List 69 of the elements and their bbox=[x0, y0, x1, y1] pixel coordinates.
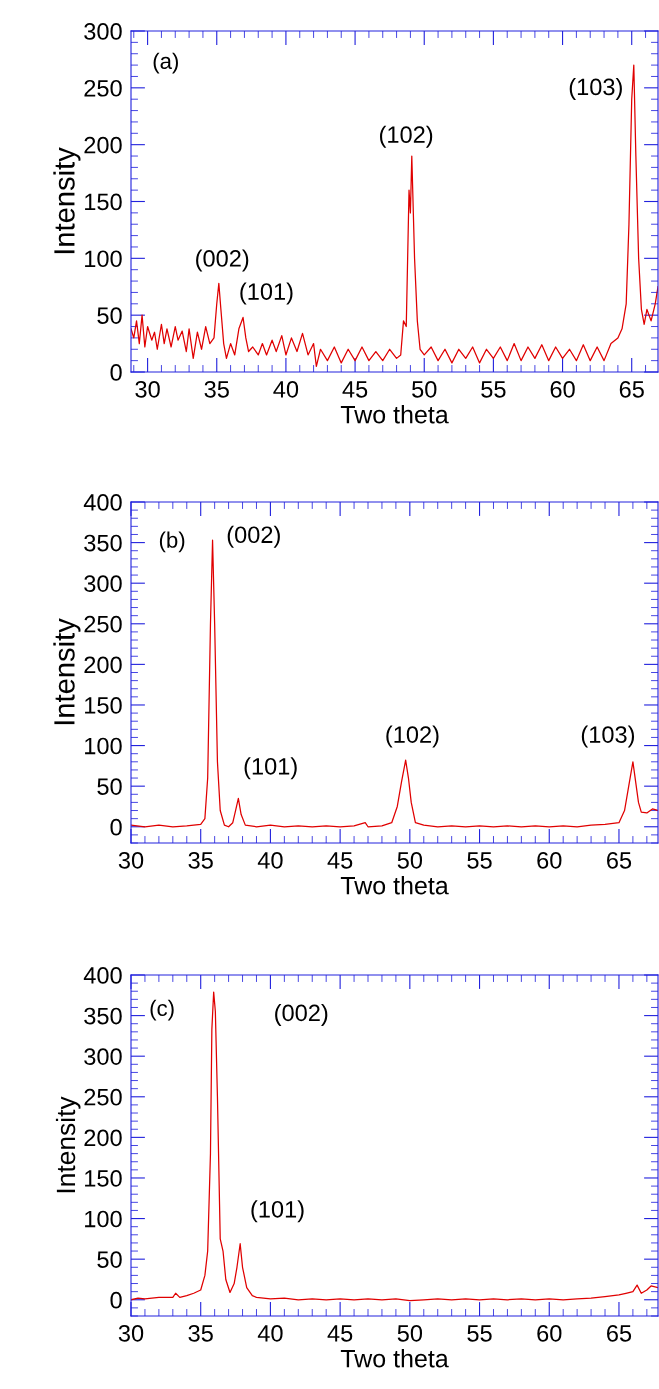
y-tick-label: 50 bbox=[97, 1251, 122, 1268]
line-series bbox=[131, 991, 658, 1302]
x-tick-label: 55 bbox=[467, 1325, 492, 1342]
y-tick-label: 300 bbox=[84, 575, 122, 592]
y-tick-label: 200 bbox=[84, 1129, 122, 1147]
x-tick-label: 50 bbox=[412, 380, 437, 398]
x-tick-label: 55 bbox=[481, 381, 506, 398]
y-tick-label: 150 bbox=[85, 193, 122, 211]
annotation: (103) bbox=[569, 77, 622, 100]
y-tick-label: 400 bbox=[83, 967, 122, 984]
y-axis-title: Intensity bbox=[55, 1096, 81, 1193]
y-tick-label: 100 bbox=[85, 250, 122, 268]
y-tick-label: 50 bbox=[97, 778, 122, 795]
x-tick-label: 35 bbox=[204, 380, 229, 398]
y-tick-label: 400 bbox=[83, 494, 122, 511]
y-axis-title: Intensity bbox=[53, 618, 81, 725]
y-tick-label: 250 bbox=[84, 1088, 122, 1106]
x-tick-label: 30 bbox=[135, 380, 160, 398]
y-tick-label: 100 bbox=[85, 1210, 122, 1228]
x-tick-label: 45 bbox=[327, 1325, 353, 1342]
annotation: (a) bbox=[153, 52, 178, 74]
x-tick-label: 50 bbox=[397, 1324, 423, 1342]
x-tick-label: 65 bbox=[607, 851, 632, 869]
x-tick-label: 40 bbox=[257, 1324, 283, 1342]
x-tick-label: 30 bbox=[118, 851, 144, 869]
annotation: (101) bbox=[244, 757, 297, 780]
x-tick-label: 60 bbox=[537, 851, 562, 869]
x-tick-label: 30 bbox=[118, 1324, 144, 1342]
y-tick-label: 350 bbox=[84, 534, 122, 552]
y-tick-label: 0 bbox=[110, 364, 122, 381]
x-tick-label: 65 bbox=[607, 1324, 632, 1342]
x-axis-title: Two theta bbox=[340, 405, 449, 424]
y-tick-label: 200 bbox=[84, 656, 122, 674]
y-tick-label: 50 bbox=[97, 307, 122, 324]
x-tick-label: 40 bbox=[257, 851, 283, 869]
y-tick-label: 350 bbox=[84, 1007, 122, 1025]
annotation: (101) bbox=[251, 1200, 304, 1223]
x-tick-label: 45 bbox=[342, 381, 368, 398]
y-tick-label: 0 bbox=[110, 1291, 122, 1309]
x-tick-label: 35 bbox=[188, 1324, 213, 1342]
x-tick-label: 55 bbox=[467, 852, 492, 869]
x-tick-label: 45 bbox=[327, 852, 353, 869]
x-tick-label: 65 bbox=[619, 380, 644, 398]
annotation: (002) bbox=[196, 249, 249, 272]
x-tick-label: 35 bbox=[188, 851, 213, 869]
y-axis-title: Intensity bbox=[53, 147, 81, 254]
annotation: (102) bbox=[380, 125, 433, 148]
y-tick-label: 150 bbox=[85, 1170, 122, 1187]
y-tick-label: 300 bbox=[84, 1048, 122, 1065]
y-tick-label: 300 bbox=[84, 23, 122, 40]
x-tick-label: 40 bbox=[273, 380, 299, 398]
x-tick-label: 50 bbox=[397, 851, 423, 869]
y-tick-label: 200 bbox=[84, 136, 122, 154]
annotation: (102) bbox=[386, 725, 439, 748]
annotation: (c) bbox=[150, 999, 174, 1021]
x-axis-title: Two theta bbox=[340, 1349, 449, 1368]
y-tick-label: 250 bbox=[84, 615, 122, 633]
y-tick-label: 150 bbox=[85, 697, 122, 714]
y-tick-label: 100 bbox=[85, 737, 122, 755]
x-tick-label: 60 bbox=[537, 1324, 562, 1342]
y-tick-label: 250 bbox=[84, 79, 122, 97]
y-tick-label: 0 bbox=[110, 818, 122, 836]
annotation: (002) bbox=[275, 1003, 328, 1026]
x-axis-title: Two theta bbox=[340, 876, 449, 895]
annotation: (101) bbox=[240, 282, 293, 305]
annotation: (002) bbox=[227, 525, 280, 548]
annotation: (b) bbox=[159, 531, 185, 553]
x-tick-label: 60 bbox=[550, 380, 575, 398]
annotation: (103) bbox=[581, 725, 635, 748]
